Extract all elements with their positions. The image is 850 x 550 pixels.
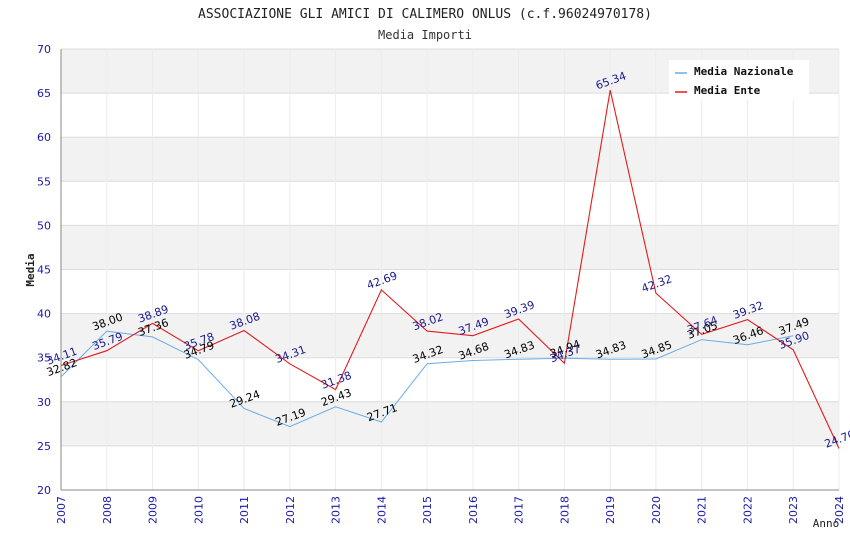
x-tick-label: 2017 <box>513 496 526 524</box>
series-line-media-ente <box>60 89 840 449</box>
series-lines <box>60 89 840 449</box>
plot-band <box>61 225 839 270</box>
x-tick-label: 2019 <box>604 496 617 524</box>
x-tick-label: 2020 <box>650 496 663 524</box>
plot-band <box>61 137 839 182</box>
y-tick-label: 65 <box>37 87 51 100</box>
y-tick-label: 35 <box>37 352 51 365</box>
y-tick-label: 60 <box>37 131 51 144</box>
chart-title: ASSOCIAZIONE GLI AMICI DI CALIMERO ONLUS… <box>198 7 652 22</box>
y-tick-labels: 20 25 30 35 40 45 50 55 60 65 70 <box>37 43 51 497</box>
data-label-media-ente: 42.32 <box>640 272 674 295</box>
x-tick-label: 2012 <box>284 496 297 524</box>
plot-band <box>61 401 839 446</box>
legend: Media Nazionale Media Ente <box>669 60 809 100</box>
x-tick-label: 2016 <box>467 496 480 524</box>
x-tick-labels: 2007 2008 2009 2010 2011 2012 2013 2014 2015 2016… <box>55 496 846 524</box>
x-tick-label: 2011 <box>238 496 251 524</box>
x-tick-label: 2015 <box>421 496 434 524</box>
x-tick-label: 2024 <box>833 496 846 524</box>
axes <box>60 49 839 491</box>
x-tick-label: 2010 <box>192 496 205 524</box>
y-tick-label: 25 <box>37 440 51 453</box>
y-axis-label: Media <box>24 253 37 286</box>
x-tick-label: 2022 <box>741 496 754 524</box>
x-tick-label: 2013 <box>330 496 343 524</box>
y-tick-label: 45 <box>37 264 51 277</box>
data-label-media-ente: 42.69 <box>365 269 399 292</box>
y-tick-label: 50 <box>37 219 51 232</box>
plot-background <box>61 49 839 446</box>
chart-subtitle: Media Importi <box>378 28 472 42</box>
x-tick-label: 2023 <box>787 496 800 524</box>
gridlines <box>60 48 840 491</box>
y-tick-label: 70 <box>37 43 51 56</box>
legend-label-media-nazionale: Media Nazionale <box>694 65 794 78</box>
x-tick-label: 2008 <box>101 496 114 524</box>
x-tick-label: 2018 <box>558 496 571 524</box>
legend-label-media-ente: Media Ente <box>694 84 761 97</box>
plot-band <box>61 313 839 358</box>
y-tick-label: 55 <box>37 175 51 188</box>
y-tick-label: 20 <box>37 484 51 497</box>
x-tick-label: 2009 <box>147 496 160 524</box>
series-line-media-nazionale <box>60 330 794 428</box>
x-tick-label: 2007 <box>55 496 68 524</box>
legend-box <box>669 60 809 100</box>
x-axis-label: Anno <box>813 517 840 530</box>
x-tick-label: 2021 <box>696 496 709 524</box>
y-tick-label: 30 <box>37 396 51 409</box>
y-tick-label: 40 <box>37 308 51 321</box>
x-tick-label: 2014 <box>375 496 388 524</box>
